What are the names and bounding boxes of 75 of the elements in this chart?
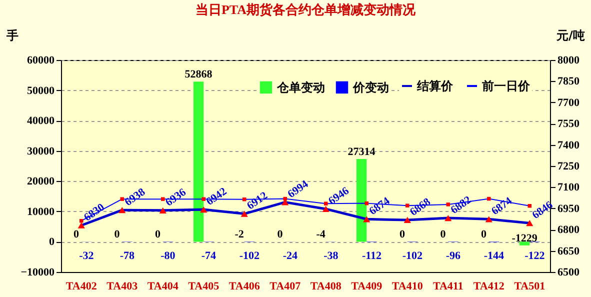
x-tick-label: TA404 <box>147 280 179 292</box>
y-tick-label: 30000 <box>27 145 55 158</box>
legend-label: 结算价 <box>416 79 454 93</box>
y2-tick-label: 6800 <box>558 224 580 236</box>
data-label: -102 <box>239 250 260 262</box>
chart-title: 当日PTA期货各合约仓单增减变动情况 <box>195 2 417 17</box>
data-label: -38 <box>324 250 339 262</box>
data-label: 6882 <box>448 194 474 216</box>
y-tick-label: 10000 <box>27 206 55 218</box>
data-label: -2 <box>234 228 244 241</box>
y2-tick-label: 7700 <box>558 96 580 109</box>
data-label: -80 <box>160 250 176 262</box>
y2-tick-label: 7400 <box>558 139 580 152</box>
y2-tick-label: 8000 <box>558 54 580 66</box>
y2-tick-label: 7850 <box>558 76 580 88</box>
y-tick-label: 50000 <box>27 84 55 97</box>
data-label: -24 <box>282 250 298 262</box>
y-tick-label: −10000 <box>20 266 55 278</box>
y2-tick-label: 7100 <box>558 182 580 194</box>
y2-tick-label: 6500 <box>558 266 580 278</box>
legend-label: 仓单变动 <box>276 80 325 94</box>
y2-tick-label: 6650 <box>558 245 580 258</box>
y2-tick-label: 7550 <box>558 118 580 130</box>
data-label: 0 <box>155 228 162 241</box>
x-tick-label: TA409 <box>351 280 383 292</box>
y-tick-label: 60000 <box>27 54 55 66</box>
data-label: 0 <box>277 228 284 241</box>
data-label: 6946 <box>326 184 352 208</box>
x-tick-label: TA412 <box>473 280 505 292</box>
data-label: -112 <box>362 250 382 262</box>
y-tick-label: 0 <box>49 236 55 248</box>
data-label: 6874 <box>367 194 393 218</box>
data-label: 6912 <box>244 189 270 212</box>
data-label: 6994 <box>286 178 312 201</box>
data-label: 27314 <box>348 146 376 158</box>
data-label: -96 <box>446 250 462 262</box>
x-tick-label: TA405 <box>188 280 220 292</box>
data-label: -4 <box>316 228 326 241</box>
bar <box>519 242 530 246</box>
legend-label: 前一日价 <box>481 79 531 93</box>
x-tick-label: TA411 <box>432 280 464 292</box>
y-axis-title: 手 <box>6 28 18 42</box>
data-label: -78 <box>120 250 136 262</box>
data-label: 6942 <box>204 185 230 208</box>
data-label: -122 <box>524 250 546 262</box>
x-tick-label: TA501 <box>514 280 546 292</box>
data-label: 0 <box>74 228 80 241</box>
y2-tick-label: 6950 <box>558 202 580 215</box>
x-tick-label: TA410 <box>392 280 424 292</box>
data-label: 6938 <box>122 186 148 209</box>
legend-label: 价变动 <box>352 80 389 94</box>
data-label: -32 <box>79 250 94 262</box>
data-label: 6846 <box>530 198 556 222</box>
data-label: 0 <box>400 228 406 241</box>
data-label: 0 <box>114 228 120 241</box>
x-tick-label: TA403 <box>106 280 138 292</box>
data-label: 0 <box>481 228 488 241</box>
x-tick-label: TA407 <box>270 280 302 292</box>
y-tick-label: 20000 <box>27 176 55 188</box>
data-label: -144 <box>484 250 505 262</box>
y2-axis-title: 元/吨 <box>556 28 585 42</box>
x-tick-label: TA402 <box>66 280 98 292</box>
data-label: -74 <box>201 250 217 262</box>
data-label: -1229 <box>512 232 538 244</box>
x-tick-label: TA408 <box>310 280 342 292</box>
bar <box>356 158 367 242</box>
x-tick-label: TA406 <box>228 280 260 292</box>
data-label: 6874 <box>489 194 515 218</box>
data-label: -102 <box>402 250 424 262</box>
data-label: 52868 <box>184 68 213 81</box>
data-label: 6936 <box>163 186 189 209</box>
data-label: 0 <box>440 228 446 241</box>
bar <box>193 82 204 242</box>
y2-tick-label: 7250 <box>558 160 580 172</box>
y-tick-label: 40000 <box>27 115 55 128</box>
